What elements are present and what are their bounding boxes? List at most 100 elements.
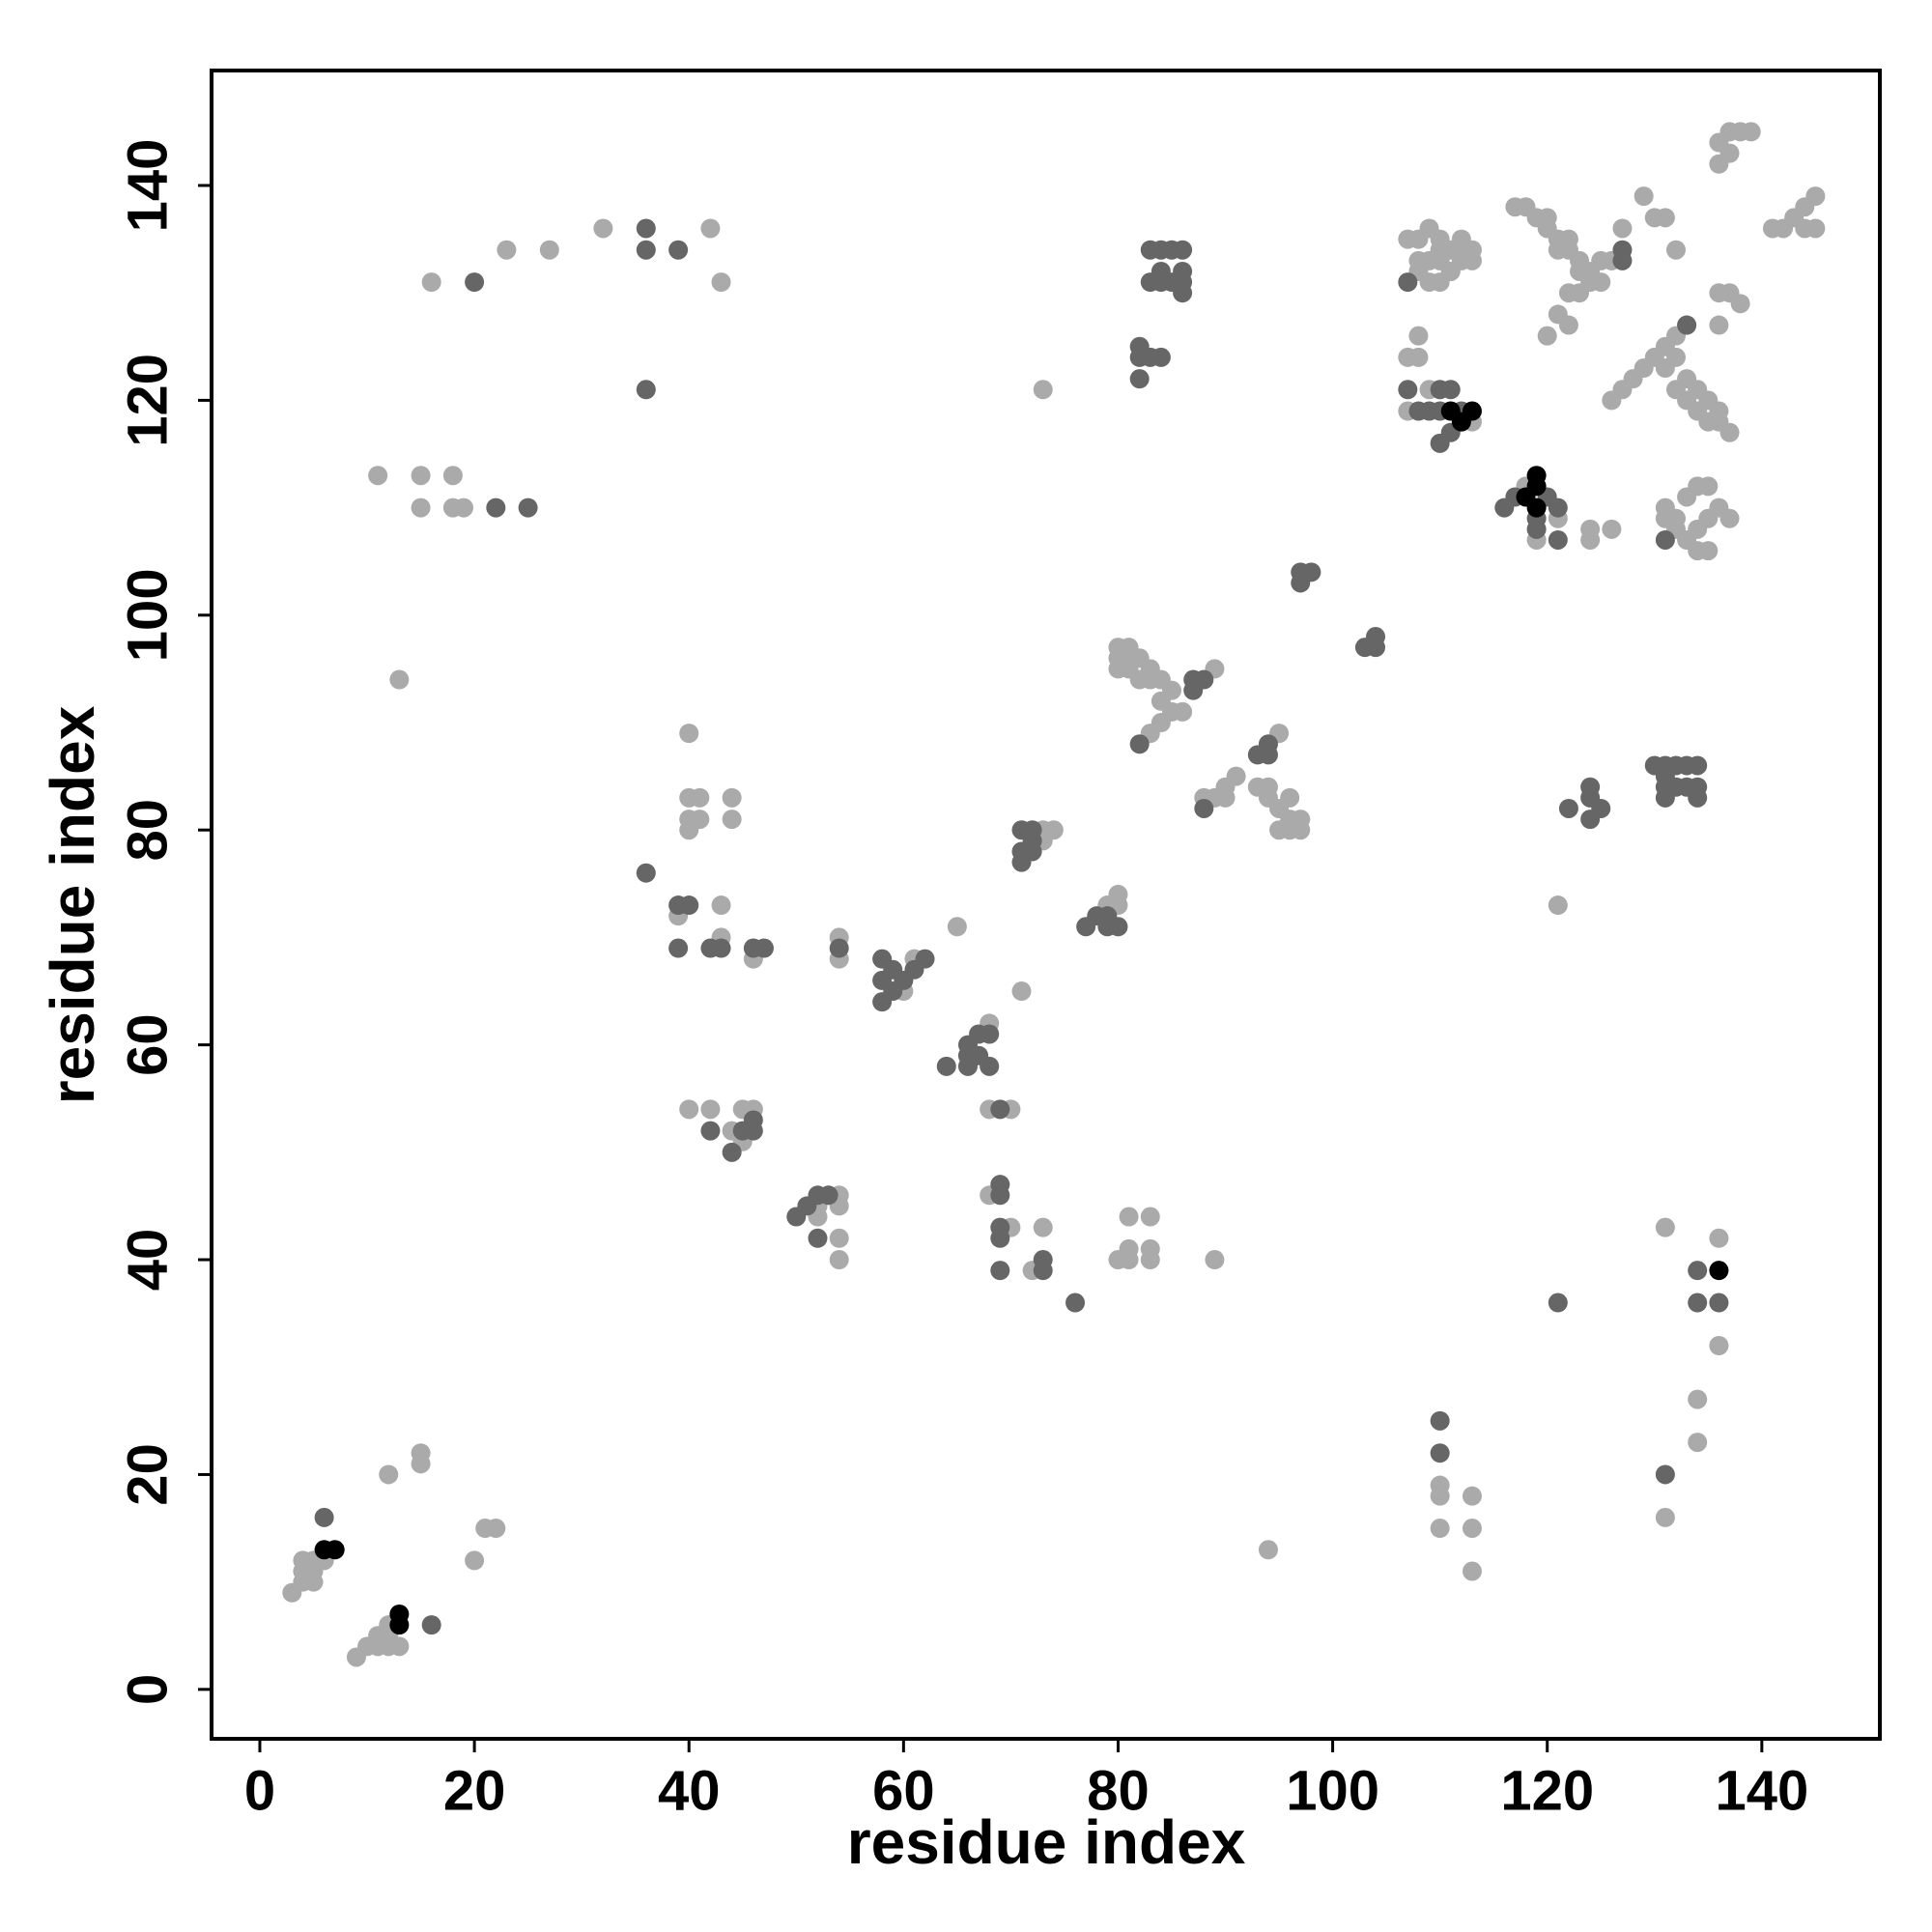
point <box>1655 1464 1675 1485</box>
point <box>1558 315 1578 335</box>
point <box>743 1110 763 1130</box>
point <box>668 938 689 958</box>
point <box>1366 638 1386 658</box>
point <box>1097 906 1118 926</box>
y-tick-label: 0 <box>116 1674 179 1705</box>
point <box>636 240 656 260</box>
point <box>1665 347 1686 367</box>
point <box>1741 122 1761 142</box>
point <box>1129 369 1150 389</box>
point <box>1634 186 1654 207</box>
point <box>389 669 410 690</box>
x-axis-title: residue index <box>847 1807 1246 1877</box>
point <box>497 240 517 260</box>
point <box>636 863 656 883</box>
point <box>1462 1561 1482 1581</box>
point <box>679 724 699 744</box>
y-axis-title: residue index <box>38 705 107 1104</box>
point <box>690 787 710 808</box>
y-tick-label: 60 <box>116 1013 179 1076</box>
point <box>1655 1217 1675 1237</box>
point <box>1570 283 1590 303</box>
point <box>1398 272 1418 293</box>
point <box>1033 1261 1053 1281</box>
point <box>1129 734 1150 754</box>
point <box>711 938 731 958</box>
point <box>1173 283 1193 303</box>
point <box>379 1464 399 1485</box>
point <box>711 895 731 916</box>
x-tick-label: 0 <box>244 1759 275 1822</box>
point <box>829 1228 849 1248</box>
point <box>883 981 903 1002</box>
point <box>1011 981 1032 1002</box>
point <box>818 1185 838 1206</box>
x-tick-label: 100 <box>1286 1759 1379 1822</box>
y-tick-label: 120 <box>116 354 179 447</box>
point <box>947 917 967 937</box>
point <box>453 497 473 518</box>
point <box>1709 1335 1729 1355</box>
point <box>1291 810 1311 830</box>
point <box>936 1056 956 1076</box>
point <box>325 1540 345 1560</box>
point <box>518 497 538 518</box>
y-tick-label: 20 <box>116 1443 179 1506</box>
point <box>1805 186 1826 207</box>
point <box>1548 1293 1568 1313</box>
point <box>1698 541 1719 561</box>
point <box>990 1228 1010 1248</box>
point <box>368 466 388 486</box>
point <box>1688 755 1708 776</box>
y-tick-label: 100 <box>116 568 179 662</box>
point <box>808 1228 828 1248</box>
point <box>1065 1293 1086 1313</box>
x-tick-label: 120 <box>1500 1759 1594 1822</box>
point <box>1430 1410 1450 1431</box>
point <box>1709 315 1729 335</box>
point <box>411 466 431 486</box>
point <box>1655 208 1675 228</box>
x-tick-label: 80 <box>1087 1759 1150 1822</box>
point <box>915 949 935 969</box>
point <box>1537 326 1557 346</box>
x-tick-label: 40 <box>658 1759 721 1822</box>
point <box>1462 1519 1482 1539</box>
point <box>1655 766 1675 786</box>
point <box>679 895 699 916</box>
point <box>1730 294 1750 314</box>
point <box>1548 895 1568 916</box>
point <box>1688 1261 1708 1281</box>
y-tick-label: 140 <box>116 139 179 233</box>
point <box>1709 1228 1729 1248</box>
point <box>1805 218 1826 239</box>
point <box>1548 529 1568 550</box>
point <box>980 1056 1000 1076</box>
point <box>1688 787 1708 808</box>
point <box>1430 240 1450 260</box>
point <box>1451 240 1471 260</box>
point <box>1033 380 1053 400</box>
point <box>1612 250 1633 270</box>
point <box>1688 1433 1708 1453</box>
point <box>1709 1261 1729 1281</box>
point <box>722 810 742 830</box>
point <box>539 240 559 260</box>
point <box>1462 401 1482 421</box>
point <box>389 1615 410 1635</box>
point <box>829 938 849 958</box>
point <box>1602 519 1622 539</box>
point <box>1655 1507 1675 1527</box>
point <box>636 218 656 239</box>
point <box>389 1636 410 1657</box>
point <box>1430 1443 1450 1463</box>
point <box>980 1024 1000 1044</box>
point <box>700 1121 721 1141</box>
point <box>1408 347 1429 367</box>
point <box>593 218 613 239</box>
point <box>1258 734 1278 754</box>
point <box>1205 1250 1225 1270</box>
point <box>753 938 774 958</box>
point <box>1408 326 1429 346</box>
